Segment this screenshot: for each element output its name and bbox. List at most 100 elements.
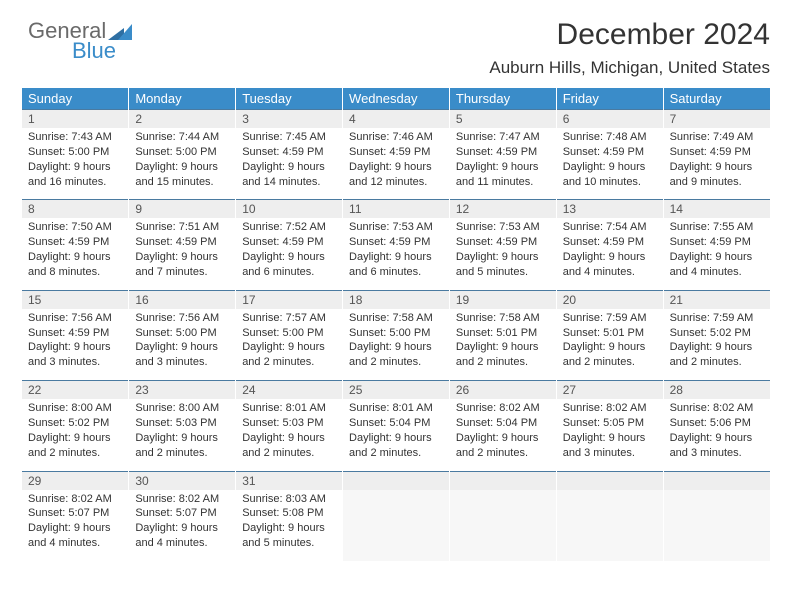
daylight-text-1: Daylight: 9 hours [349,160,443,175]
sunset-text: Sunset: 5:03 PM [135,416,229,431]
sunset-text: Sunset: 4:59 PM [563,145,657,160]
sunrise-text: Sunrise: 7:59 AM [563,311,657,326]
day-number: 16 [129,290,236,309]
day-cell: Sunrise: 7:59 AMSunset: 5:02 PMDaylight:… [663,309,770,381]
day-number: 9 [129,200,236,219]
daylight-text-2: and 5 minutes. [456,265,550,280]
daylight-text-1: Daylight: 9 hours [563,340,657,355]
daylight-text-1: Daylight: 9 hours [456,250,550,265]
sunrise-text: Sunrise: 7:49 AM [670,130,764,145]
sunset-text: Sunset: 4:59 PM [456,235,550,250]
daylight-text-2: and 2 minutes. [135,446,229,461]
sunset-text: Sunset: 5:05 PM [563,416,657,431]
day-number [449,471,556,490]
sunset-text: Sunset: 4:59 PM [349,235,443,250]
sunset-text: Sunset: 5:02 PM [670,326,764,341]
daylight-text-1: Daylight: 9 hours [242,431,336,446]
logo: General Blue [28,20,132,62]
day-cell: Sunrise: 8:01 AMSunset: 5:03 PMDaylight:… [236,399,343,471]
day-number: 17 [236,290,343,309]
detail-row: Sunrise: 8:00 AMSunset: 5:02 PMDaylight:… [22,399,770,471]
day-number: 23 [129,381,236,400]
day-number: 10 [236,200,343,219]
day-cell: Sunrise: 7:47 AMSunset: 4:59 PMDaylight:… [449,128,556,200]
sunrise-text: Sunrise: 8:00 AM [28,401,122,416]
daylight-text-2: and 14 minutes. [242,175,336,190]
sunset-text: Sunset: 4:59 PM [135,235,229,250]
daylight-text-1: Daylight: 9 hours [242,160,336,175]
sunrise-text: Sunrise: 7:50 AM [28,220,122,235]
day-number: 7 [663,110,770,129]
sunrise-text: Sunrise: 8:02 AM [563,401,657,416]
daylight-text-1: Daylight: 9 hours [135,250,229,265]
day-cell: Sunrise: 7:44 AMSunset: 5:00 PMDaylight:… [129,128,236,200]
sunset-text: Sunset: 5:07 PM [135,506,229,521]
sunrise-text: Sunrise: 7:47 AM [456,130,550,145]
day-cell: Sunrise: 7:58 AMSunset: 5:00 PMDaylight:… [343,309,450,381]
daynum-row: 22232425262728 [22,381,770,400]
day-cell: Sunrise: 7:56 AMSunset: 5:00 PMDaylight:… [129,309,236,381]
calendar-table: Sunday Monday Tuesday Wednesday Thursday… [22,88,770,561]
sunset-text: Sunset: 4:59 PM [670,235,764,250]
day-number: 8 [22,200,129,219]
daylight-text-2: and 2 minutes. [456,446,550,461]
sunrise-text: Sunrise: 7:44 AM [135,130,229,145]
sunrise-text: Sunrise: 8:00 AM [135,401,229,416]
day-number: 3 [236,110,343,129]
daylight-text-1: Daylight: 9 hours [670,250,764,265]
sunrise-text: Sunrise: 7:54 AM [563,220,657,235]
weekday-header: Wednesday [343,88,450,110]
day-cell: Sunrise: 7:56 AMSunset: 4:59 PMDaylight:… [22,309,129,381]
daylight-text-2: and 4 minutes. [563,265,657,280]
day-cell: Sunrise: 7:58 AMSunset: 5:01 PMDaylight:… [449,309,556,381]
sunrise-text: Sunrise: 8:02 AM [670,401,764,416]
day-cell: Sunrise: 8:02 AMSunset: 5:06 PMDaylight:… [663,399,770,471]
day-cell: Sunrise: 8:03 AMSunset: 5:08 PMDaylight:… [236,490,343,561]
day-cell: Sunrise: 7:55 AMSunset: 4:59 PMDaylight:… [663,218,770,290]
daylight-text-2: and 2 minutes. [456,355,550,370]
sunrise-text: Sunrise: 8:02 AM [456,401,550,416]
sunset-text: Sunset: 5:07 PM [28,506,122,521]
weekday-header: Monday [129,88,236,110]
daylight-text-1: Daylight: 9 hours [456,160,550,175]
daylight-text-1: Daylight: 9 hours [135,521,229,536]
daylight-text-2: and 3 minutes. [670,446,764,461]
sunrise-text: Sunrise: 7:53 AM [349,220,443,235]
sunset-text: Sunset: 5:00 PM [349,326,443,341]
daylight-text-1: Daylight: 9 hours [28,340,122,355]
daylight-text-1: Daylight: 9 hours [135,431,229,446]
day-cell [343,490,450,561]
sunset-text: Sunset: 4:59 PM [242,145,336,160]
day-number: 1 [22,110,129,129]
sunrise-text: Sunrise: 7:56 AM [28,311,122,326]
sunset-text: Sunset: 4:59 PM [242,235,336,250]
day-cell: Sunrise: 8:00 AMSunset: 5:03 PMDaylight:… [129,399,236,471]
day-number: 15 [22,290,129,309]
daylight-text-2: and 11 minutes. [456,175,550,190]
day-number: 4 [343,110,450,129]
sunset-text: Sunset: 5:01 PM [456,326,550,341]
daylight-text-1: Daylight: 9 hours [28,521,122,536]
day-cell: Sunrise: 7:54 AMSunset: 4:59 PMDaylight:… [556,218,663,290]
daynum-row: 15161718192021 [22,290,770,309]
logo-text-blue: Blue [72,40,132,62]
sunrise-text: Sunrise: 7:53 AM [456,220,550,235]
daylight-text-2: and 6 minutes. [349,265,443,280]
daylight-text-2: and 2 minutes. [242,446,336,461]
sunrise-text: Sunrise: 7:51 AM [135,220,229,235]
day-number: 18 [343,290,450,309]
sunset-text: Sunset: 5:04 PM [349,416,443,431]
sunrise-text: Sunrise: 8:02 AM [28,492,122,507]
daylight-text-1: Daylight: 9 hours [563,431,657,446]
daylight-text-1: Daylight: 9 hours [456,431,550,446]
daylight-text-2: and 9 minutes. [670,175,764,190]
day-cell: Sunrise: 7:57 AMSunset: 5:00 PMDaylight:… [236,309,343,381]
day-cell: Sunrise: 8:02 AMSunset: 5:07 PMDaylight:… [22,490,129,561]
day-cell: Sunrise: 7:53 AMSunset: 4:59 PMDaylight:… [343,218,450,290]
daynum-row: 891011121314 [22,200,770,219]
daylight-text-1: Daylight: 9 hours [28,160,122,175]
daylight-text-2: and 16 minutes. [28,175,122,190]
sunset-text: Sunset: 5:03 PM [242,416,336,431]
sunrise-text: Sunrise: 7:48 AM [563,130,657,145]
daynum-row: 1234567 [22,110,770,129]
